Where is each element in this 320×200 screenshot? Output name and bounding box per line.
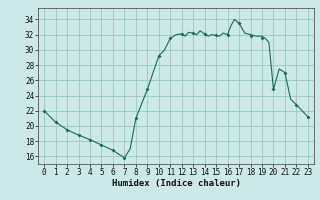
X-axis label: Humidex (Indice chaleur): Humidex (Indice chaleur) bbox=[111, 179, 241, 188]
